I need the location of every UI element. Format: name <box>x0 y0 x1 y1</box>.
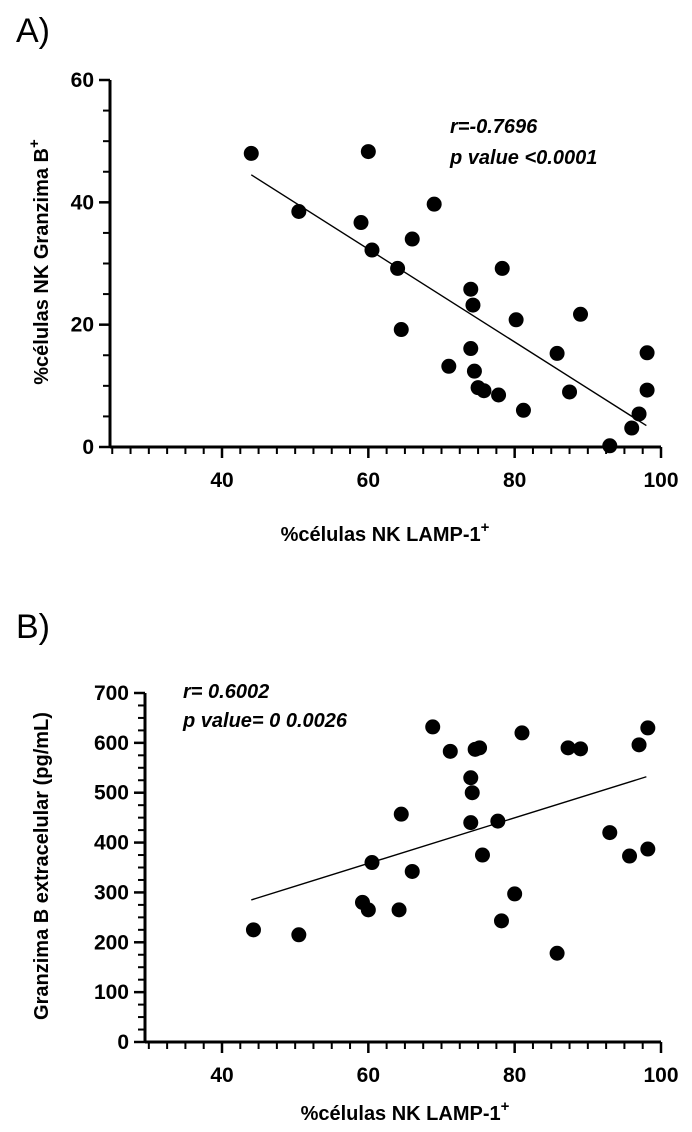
y-tick-label: 60 <box>71 69 94 92</box>
data-point <box>390 260 406 276</box>
data-point <box>622 848 638 864</box>
data-point <box>573 741 589 757</box>
y-tick-label: 300 <box>94 881 129 904</box>
correlation-annotation: r=-0.7696 <box>450 116 538 138</box>
x-axis-title: %células NK LAMP-1+ <box>301 1098 510 1125</box>
p-value-annotation: p value= 0 0.0026 <box>182 710 348 732</box>
y-tick-label: 600 <box>94 732 129 755</box>
data-point <box>631 406 647 422</box>
x-tick-label: 40 <box>210 1064 233 1087</box>
data-point <box>560 740 576 756</box>
y-tick-label: 0 <box>117 1031 129 1054</box>
regression-line <box>251 776 647 901</box>
data-point <box>494 260 510 276</box>
data-point <box>360 144 376 160</box>
data-point <box>465 297 481 313</box>
data-point <box>573 306 589 322</box>
y-axis-title: Granzima B extracelular (pg/mL) <box>31 712 53 1020</box>
data-point <box>291 927 307 943</box>
y-tick-label: 40 <box>71 191 94 214</box>
data-point <box>441 358 457 374</box>
data-point <box>549 945 565 961</box>
chart-a: 40 60 80 100 0 20 40 60 r=-0.7696 p value <0.0001… <box>26 69 679 546</box>
data-point <box>245 922 261 938</box>
y-tick-label: 500 <box>94 782 129 805</box>
panel-a-label: A) <box>16 12 50 50</box>
data-point <box>507 886 523 902</box>
data-point <box>474 847 490 863</box>
p-value-annotation: p value <0.0001 <box>449 147 597 169</box>
correlation-annotation: r= 0.6002 <box>183 681 269 703</box>
panel-b-label: B) <box>16 608 50 646</box>
data-point <box>243 145 259 161</box>
data-point <box>463 341 479 357</box>
x-tick-label: 100 <box>643 1064 678 1087</box>
x-tick-label: 60 <box>357 1064 380 1087</box>
data-point <box>442 743 458 759</box>
data-point <box>464 785 480 801</box>
data-point <box>393 322 409 338</box>
data-point <box>463 281 479 297</box>
data-point <box>624 420 640 436</box>
y-tick-label: 20 <box>71 314 94 337</box>
data-point <box>364 242 380 258</box>
data-point <box>602 825 618 841</box>
data-point <box>490 813 506 829</box>
data-point <box>640 720 656 736</box>
data-point <box>476 383 492 399</box>
data-point <box>425 719 441 735</box>
x-tick-label: 80 <box>503 1064 526 1087</box>
y-tick-label: 0 <box>82 436 94 459</box>
data-point <box>364 855 380 871</box>
chart-b: 40 60 80 100 0 100 200 300 400 500 600 700 r= 0.6002… <box>31 681 679 1125</box>
y-axis-title: %células NK Granzima B+ <box>26 139 53 385</box>
y-tick-label: 100 <box>94 981 129 1004</box>
data-point <box>549 345 565 361</box>
x-tick-label: 60 <box>357 469 380 492</box>
data-point <box>602 438 618 454</box>
data-point <box>562 384 578 400</box>
x-axis-title: %células NK LAMP-1+ <box>281 519 490 546</box>
y-tick-label: 400 <box>94 832 129 855</box>
x-tick-label: 100 <box>643 469 678 492</box>
data-point <box>426 196 442 212</box>
data-point <box>508 312 524 328</box>
data-point <box>404 863 420 879</box>
y-tick-label: 200 <box>94 931 129 954</box>
data-point <box>391 902 407 918</box>
data-point <box>639 345 655 361</box>
data-point <box>472 740 488 756</box>
data-point <box>514 725 530 741</box>
data-point <box>631 737 647 753</box>
data-point <box>491 387 507 403</box>
data-point <box>466 363 482 379</box>
data-point <box>515 402 531 418</box>
x-tick-label: 80 <box>503 469 526 492</box>
x-tick-label: 40 <box>210 469 233 492</box>
regression-line <box>250 174 647 427</box>
data-point <box>393 806 409 822</box>
data-point <box>404 231 420 247</box>
data-point <box>640 841 656 857</box>
data-point <box>353 215 369 231</box>
data-point <box>463 770 479 786</box>
y-tick-label: 700 <box>94 682 129 705</box>
data-point <box>360 902 376 918</box>
data-point <box>493 913 509 929</box>
data-point <box>291 204 307 220</box>
data-point <box>639 382 655 398</box>
data-point <box>463 815 479 831</box>
